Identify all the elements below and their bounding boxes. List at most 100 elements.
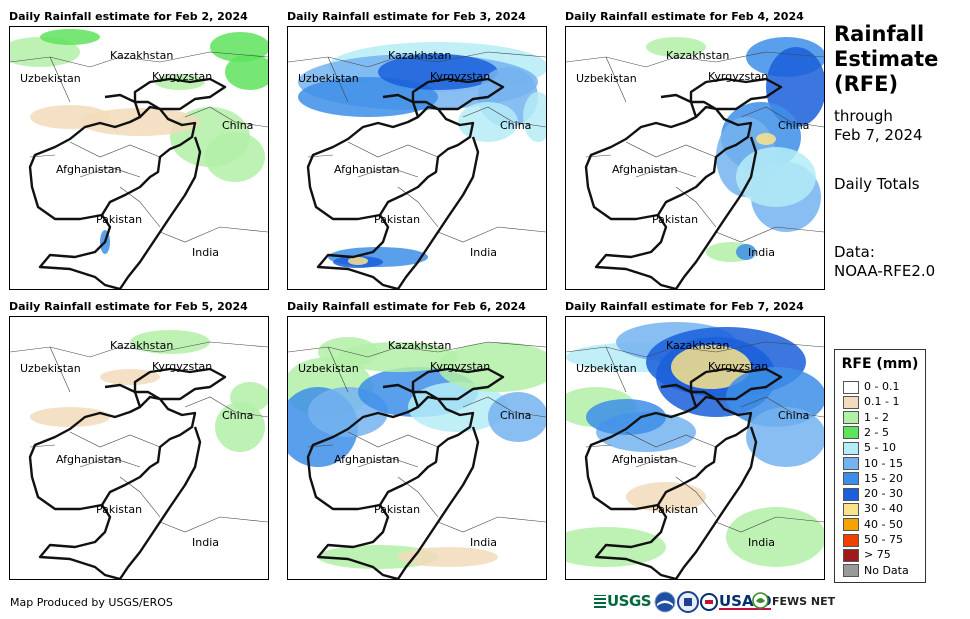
legend-label: 50 - 75 [864,533,903,546]
legend-label: 1 - 2 [864,410,889,424]
province-borders [288,51,546,243]
country-label-india: India [192,246,219,259]
country-label-pakistan: Pakistan [96,213,143,226]
country-label-china: China [778,119,810,132]
doc-seal-logo [677,591,699,617]
legend-label: 30 - 40 [864,502,903,516]
map-credit: Map Produced by USGS/EROS [10,596,173,609]
rainfall-area [438,342,546,392]
legend-item: 20 - 30 [843,487,903,501]
country-label-kyrgyzstan: Kyrgyzstan [152,70,213,83]
legend-item: 1 - 2 [843,411,889,425]
country-label-uzbekistan: Uzbekistan [298,72,359,85]
legend-swatch [843,472,859,486]
map-canvas [566,322,824,579]
country-borders [306,77,505,289]
panel-title: Daily Rainfall estimate for Feb 6, 2024 [287,300,526,313]
rainfall-map: Kazakhstan Uzbekistan Kyrgyzstan China Afgha… [565,316,825,580]
country-label-uzbekistan: Uzbekistan [20,72,81,85]
country-label-kyrgyzstan: Kyrgyzstan [430,360,491,373]
country-label-china: China [500,409,532,422]
legend-label: 40 - 50 [864,517,903,531]
country-borders [28,367,227,579]
country-label-india: India [192,536,219,549]
legend-swatch [843,380,859,394]
rainfall-area [348,257,368,265]
rainfall-area [205,132,265,182]
rainfall-area [646,37,706,57]
legend-swatch [843,411,859,425]
rainfall-area [586,399,666,435]
legend-item: 5 - 10 [843,441,896,455]
data-label: Data: [834,243,875,261]
rainfall-map: Kazakhstan Uzbekistan Kyrgyzstan China Afgha… [287,26,547,290]
country-label-pakistan: Pakistan [96,503,143,516]
legend-swatch [843,518,859,532]
legend-item: 2 - 5 [843,426,889,440]
country-label-kazakhstan: Kazakhstan [666,339,730,352]
rainfall-area [30,407,110,427]
rainfall-area [80,108,200,136]
rainfall-area [155,74,205,90]
country-label-india: India [748,246,775,259]
rainfall-area [671,345,751,389]
country-label-kazakhstan: Kazakhstan [388,339,452,352]
legend-item: 50 - 75 [843,533,903,547]
country-label-kyrgyzstan: Kyrgyzstan [152,360,213,373]
country-label-india: India [470,536,497,549]
rainfall-map: Kazakhstan Uzbekistan Kyrgyzstan China Afgha… [9,26,269,290]
country-label-uzbekistan: Uzbekistan [576,72,637,85]
rainfall-area [30,105,110,129]
country-label-india: India [748,536,775,549]
legend-item: 30 - 40 [843,502,903,516]
rainfall-area [746,407,824,467]
rainfall-area [298,77,438,117]
panel-title: Daily Rainfall estimate for Feb 5, 2024 [9,300,248,313]
rainfall-area [488,392,546,442]
rainfall-area [408,382,508,432]
rainfall-map: Kazakhstan Uzbekistan Kyrgyzstan China Afgha… [9,316,269,580]
rainfall-area [40,29,100,45]
daily-totals-label: Daily Totals [834,175,920,193]
map-canvas [288,42,546,289]
country-label-uzbekistan: Uzbekistan [576,362,637,375]
fewsnet-logo: FEWS NET [752,592,835,613]
country-label-pakistan: Pakistan [652,213,699,226]
legend-item: 0 - 0.1 [843,380,899,394]
country-label-kyrgyzstan: Kyrgyzstan [708,70,769,83]
country-label-afghanistan: Afghanistan [612,453,678,466]
map-canvas [288,337,546,579]
legend-label: No Data [864,563,909,577]
country-label-kazakhstan: Kazakhstan [110,339,174,352]
noaa-logo [654,591,676,617]
data-source: NOAA-RFE2.0 [834,262,936,280]
title-line: Rainfall [834,22,925,46]
usgs-logo: USGS [594,592,652,610]
main-title: Rainfall Estimate (RFE) [834,22,938,97]
country-label-india: India [470,246,497,259]
country-label-pakistan: Pakistan [652,503,699,516]
legend-item: 40 - 50 [843,518,903,532]
legend-swatch [843,533,859,547]
legend-label: 5 - 10 [864,441,896,455]
usaid-logo: USAID [700,591,772,617]
legend-label: > 75 [864,548,891,562]
country-label-afghanistan: Afghanistan [612,163,678,176]
title-line: (RFE) [834,72,899,96]
country-label-china: China [500,119,532,132]
rainfall-area [398,547,498,567]
legend-title: RFE (mm) [841,356,919,372]
rainfall-area [100,369,160,385]
country-label-china: China [778,409,810,422]
map-canvas [10,29,268,289]
rainfall-area [736,147,816,207]
rainfall-area [736,244,756,260]
legend-item: 0.1 - 1 [843,395,899,409]
agency-logos: USGS USAID FEWS NET [594,590,835,618]
rainfall-map: Kazakhstan Uzbekistan Kyrgyzstan China Afgha… [565,26,825,290]
legend-swatch [843,564,859,578]
panel-title: Daily Rainfall estimate for Feb 3, 2024 [287,10,526,23]
legend-swatch [843,502,859,516]
country-label-afghanistan: Afghanistan [56,453,122,466]
